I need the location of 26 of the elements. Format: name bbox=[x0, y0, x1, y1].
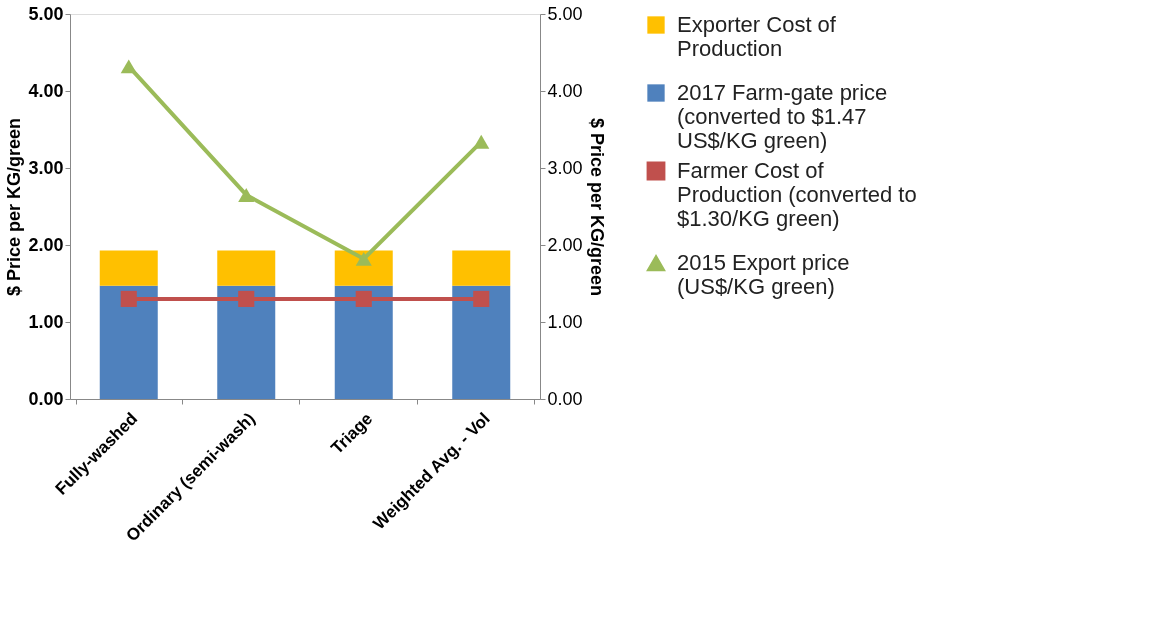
point bbox=[238, 187, 255, 202]
point bbox=[473, 134, 490, 149]
y2-axis-title: $ Price per KG/green bbox=[586, 117, 607, 297]
y-tick-label: 3.00 bbox=[28, 157, 64, 178]
y-axis-title: $ Price per KG/green bbox=[4, 117, 25, 297]
y2-tick-label: 1.00 bbox=[547, 311, 583, 332]
legend-label: Exporter Cost of Production bbox=[677, 12, 837, 61]
y2-tick-label: 4.00 bbox=[547, 80, 583, 101]
point bbox=[120, 290, 137, 307]
legend-label: Farmer Cost of Production (converted to $1.30/KG green) bbox=[677, 158, 917, 231]
point bbox=[355, 290, 372, 307]
point bbox=[473, 290, 490, 307]
legend-label: 2017 Farm-gate price (converted to $1.47 US$/KG green) bbox=[677, 80, 888, 153]
y2-tick-label: 0.00 bbox=[547, 388, 583, 409]
y2-tick-label: 2.00 bbox=[547, 234, 583, 255]
y-tick-label: 1.00 bbox=[28, 311, 64, 332]
y2-tick-label: 3.00 bbox=[547, 157, 583, 178]
point bbox=[238, 290, 255, 307]
y-tick-label: 2.00 bbox=[28, 234, 64, 255]
y2-tick-label: 5.00 bbox=[547, 3, 583, 24]
y-tick-label: 0.00 bbox=[28, 388, 64, 409]
point bbox=[120, 59, 137, 74]
legend-label: 2015 Export price (US$/KG green) bbox=[677, 250, 850, 299]
y-tick-label: 4.00 bbox=[28, 80, 64, 101]
point bbox=[355, 251, 372, 266]
y-tick-label: 5.00 bbox=[28, 3, 64, 24]
